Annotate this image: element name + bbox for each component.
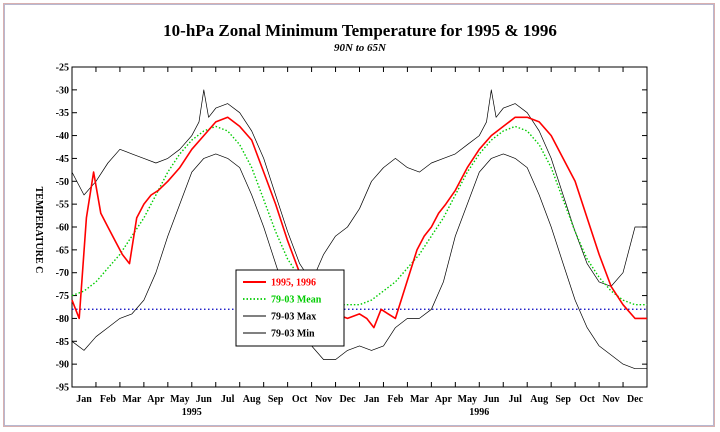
x-tick-label: Nov bbox=[602, 394, 619, 405]
x-tick-label: May bbox=[458, 394, 477, 405]
x-tick-label: Aug bbox=[243, 394, 261, 405]
y-tick-label: -35 bbox=[56, 108, 69, 119]
legend: 1995, 1996 79-03 Mean 79-03 Max 79-03 Min bbox=[235, 269, 345, 347]
x-tick-label: Jul bbox=[509, 394, 523, 405]
y-tick-label: -30 bbox=[56, 85, 69, 96]
y-axis: -25 -30 -35 -40 -45 -50 -55 -60 -65 -70 -75 -80 -85 -… bbox=[56, 63, 647, 394]
series-line-0 bbox=[71, 116, 647, 329]
legend-entry: 1995, 1996 bbox=[271, 278, 316, 289]
x-tick-label: Oct bbox=[292, 394, 308, 405]
y-tick-label: -50 bbox=[56, 177, 69, 188]
y-tick-label: -65 bbox=[56, 245, 69, 256]
chart-subtitle: 90N to 65N bbox=[334, 42, 387, 54]
x-tick-label: Jul bbox=[221, 394, 235, 405]
x-tick-label: Jun bbox=[483, 394, 500, 405]
chart-title: 10-hPa Zonal Minimum Temperature for 199… bbox=[163, 21, 557, 40]
legend-entry: 79-03 Min bbox=[271, 329, 315, 340]
x-tick-label: Nov bbox=[315, 394, 332, 405]
y-tick-label: -40 bbox=[56, 131, 69, 142]
y-tick-label: -80 bbox=[56, 314, 69, 325]
x-tick-label: Aug bbox=[530, 394, 548, 405]
y-tick-label: -95 bbox=[56, 383, 69, 394]
x-tick-label: Apr bbox=[147, 394, 165, 405]
x-tick-label: Jan bbox=[76, 394, 92, 405]
x-tick-label: Feb bbox=[100, 394, 117, 405]
y-tick-label: -55 bbox=[56, 200, 69, 211]
x-tick-label: Sep bbox=[555, 394, 571, 405]
y-tick-label: -85 bbox=[56, 337, 69, 348]
x-axis: Jan Feb Mar Apr May Jun Jul Aug Sep Oct Nov Dec Jan F… bbox=[71, 67, 644, 418]
x-tick-label: Jan bbox=[364, 394, 380, 405]
y-tick-label: -70 bbox=[56, 268, 69, 279]
year-label: 1995 bbox=[182, 407, 202, 418]
y-tick-label: -25 bbox=[56, 63, 69, 74]
series-lines bbox=[71, 89, 647, 370]
series-line-1 bbox=[71, 125, 647, 306]
x-tick-label: Dec bbox=[627, 394, 644, 405]
y-tick-label: -75 bbox=[56, 291, 69, 302]
series-line-3 bbox=[71, 153, 647, 370]
chart-frame bbox=[3, 3, 715, 427]
x-tick-label: Feb bbox=[387, 394, 404, 405]
x-tick-label: Oct bbox=[579, 394, 595, 405]
legend-entry: 79-03 Max bbox=[271, 312, 316, 323]
y-tick-label: -60 bbox=[56, 223, 69, 234]
x-tick-label: Sep bbox=[268, 394, 284, 405]
x-tick-label: Mar bbox=[410, 394, 429, 405]
legend-entry: 79-03 Mean bbox=[271, 295, 322, 306]
x-tick-label: Apr bbox=[435, 394, 453, 405]
year-label: 1996 bbox=[469, 407, 489, 418]
x-tick-label: Dec bbox=[339, 394, 356, 405]
y-tick-label: -45 bbox=[56, 154, 69, 165]
y-axis-label: TEMPERATURE C bbox=[33, 187, 44, 274]
y-tick-label: -90 bbox=[56, 360, 69, 371]
x-tick-label: May bbox=[170, 394, 189, 405]
x-tick-label: Jun bbox=[196, 394, 213, 405]
series-line-2 bbox=[71, 89, 647, 287]
plot-area bbox=[71, 66, 648, 388]
x-tick-label: Mar bbox=[122, 394, 141, 405]
